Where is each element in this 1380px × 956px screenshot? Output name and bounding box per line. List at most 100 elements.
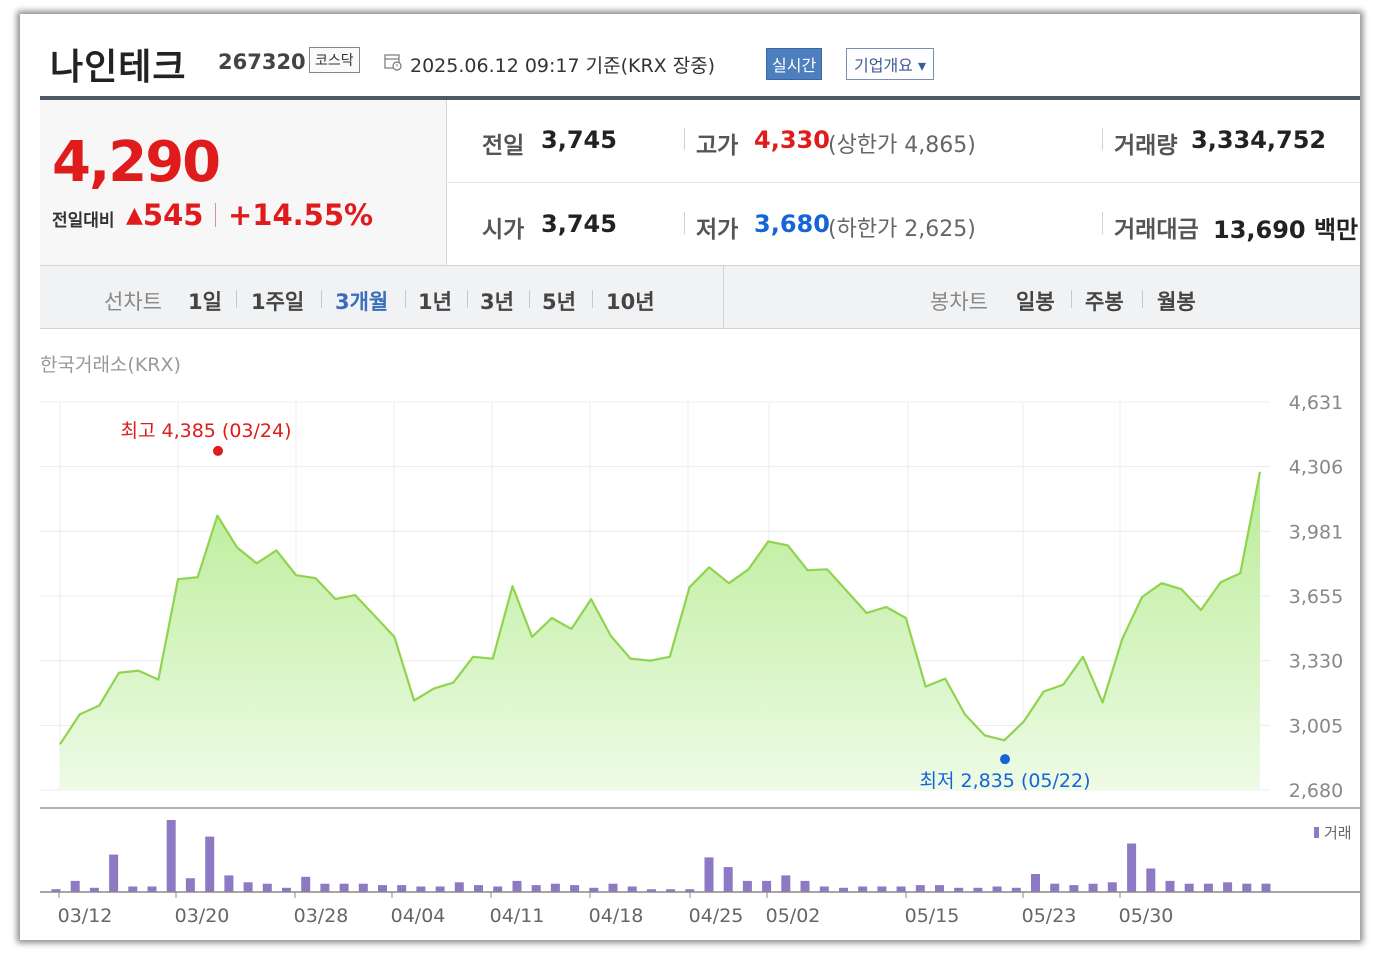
exchange-label: 한국거래소(KRX) — [40, 354, 181, 376]
volume-bar — [378, 885, 387, 892]
volume-bar — [1088, 883, 1098, 892]
volume-bar — [819, 886, 829, 892]
tab-10y[interactable]: 10년 — [606, 290, 655, 314]
tab-1y[interactable]: 1년 — [418, 290, 452, 314]
line-chart-label[interactable]: 선차트 — [104, 290, 162, 314]
separator — [529, 290, 530, 308]
x-tick-label: 04/18 — [589, 905, 644, 927]
volume-bar — [992, 886, 1002, 892]
separator — [684, 212, 685, 234]
x-tick-label: 04/25 — [689, 905, 744, 927]
volume-bar — [1107, 882, 1117, 892]
volume-bar — [935, 885, 944, 892]
volume-legend: 거래 — [1324, 824, 1352, 842]
volume-bar — [301, 876, 311, 892]
volume-bar — [1031, 874, 1040, 892]
trade-amount-value: 13,690 백만 — [1213, 216, 1359, 244]
volume-bar — [570, 885, 580, 892]
volume-bar — [742, 880, 752, 892]
volume-bar — [1146, 868, 1156, 892]
volume-bar — [243, 882, 253, 892]
volume-bar — [320, 883, 330, 892]
volume-bar — [877, 886, 887, 892]
separator — [1102, 128, 1103, 150]
volume-bar — [858, 886, 868, 892]
volume-value: 3,334,752 — [1191, 126, 1327, 154]
volume-bar — [973, 887, 983, 892]
volume-bar — [1242, 883, 1252, 892]
volume-bar — [589, 887, 599, 892]
stock-name: 나인테크 — [50, 47, 187, 88]
x-tick-label: 05/23 — [1022, 905, 1077, 927]
tab-5y[interactable]: 5년 — [542, 290, 576, 314]
volume-bar — [762, 880, 772, 892]
up-triangle-icon: ▲ — [126, 203, 143, 228]
realtime-button[interactable]: 실시간 — [766, 48, 823, 80]
volume-bar — [1223, 882, 1233, 892]
volume-bar — [896, 886, 906, 892]
tab-daily-candle[interactable]: 일봉 — [1016, 290, 1055, 314]
volume-bar — [224, 875, 234, 892]
y-tick-label: 3,005 — [1289, 715, 1343, 737]
y-tick-label: 3,655 — [1289, 586, 1343, 608]
high-label: 고가 — [696, 133, 739, 159]
volume-bar — [358, 883, 368, 892]
high-marker — [213, 445, 223, 456]
volume-bar — [493, 886, 503, 892]
separator — [321, 290, 322, 308]
volume-bar — [147, 886, 157, 892]
low-value: 3,680 — [754, 210, 830, 238]
volume-bar — [339, 883, 349, 892]
volume-legend-swatch — [1314, 827, 1319, 838]
x-tick-label: 03/20 — [175, 905, 230, 927]
separator — [592, 290, 593, 308]
volume-bar — [666, 889, 676, 892]
volume-label: 거래량 — [1114, 133, 1178, 159]
volume-bar — [70, 880, 80, 892]
low-marker — [1000, 754, 1010, 765]
separator — [1071, 290, 1072, 308]
volume-bar — [1050, 883, 1060, 892]
separator — [684, 128, 685, 150]
separator — [236, 290, 237, 308]
quote-timestamp: 2025.06.12 09:17 기준(KRX 장중) — [410, 55, 716, 77]
volume-bar — [800, 880, 810, 892]
change-percent: +14.55% — [228, 198, 374, 232]
volume-bar — [1184, 883, 1194, 892]
x-tick-label: 05/30 — [1119, 905, 1174, 927]
volume-bar — [685, 889, 695, 892]
volume-bar — [781, 875, 791, 892]
tab-3y[interactable]: 3년 — [480, 290, 514, 314]
tab-monthly-candle[interactable]: 월봉 — [1157, 290, 1196, 314]
volume-bar — [51, 889, 61, 892]
separator — [467, 290, 468, 308]
volume-bar — [1127, 843, 1137, 892]
volume-bar — [839, 887, 848, 892]
company-overview-button[interactable]: 기업개요 ▾ — [846, 48, 934, 80]
x-tick-label: 05/15 — [905, 905, 960, 927]
tab-1w[interactable]: 1주일 — [251, 290, 305, 314]
tab-3m[interactable]: 3개월 — [335, 290, 389, 314]
separator — [1142, 290, 1143, 308]
volume-bar — [704, 857, 714, 892]
volume-bar — [262, 883, 272, 892]
candle-chart-label[interactable]: 봉차트 — [930, 290, 988, 314]
current-price: 4,290 — [52, 130, 221, 195]
volume-bar — [185, 878, 195, 892]
upper-limit: (상한가 4,865) — [828, 133, 976, 158]
volume-bar — [128, 886, 138, 892]
volume-bar — [416, 886, 426, 892]
change-amount: 545 — [142, 198, 204, 232]
x-tick-label: 04/11 — [490, 905, 545, 927]
tab-1d[interactable]: 1일 — [188, 290, 222, 314]
tab-weekly-candle[interactable]: 주봉 — [1085, 290, 1124, 314]
high-value: 4,330 — [754, 126, 830, 154]
volume-bar — [166, 820, 176, 892]
price-line — [59, 471, 1262, 745]
low-label: 저가 — [696, 217, 739, 243]
volume-bar — [915, 885, 925, 892]
y-tick-label: 4,631 — [1289, 392, 1343, 414]
separator — [1102, 212, 1103, 234]
volume-bar — [627, 886, 637, 892]
volume-bar — [723, 867, 733, 892]
